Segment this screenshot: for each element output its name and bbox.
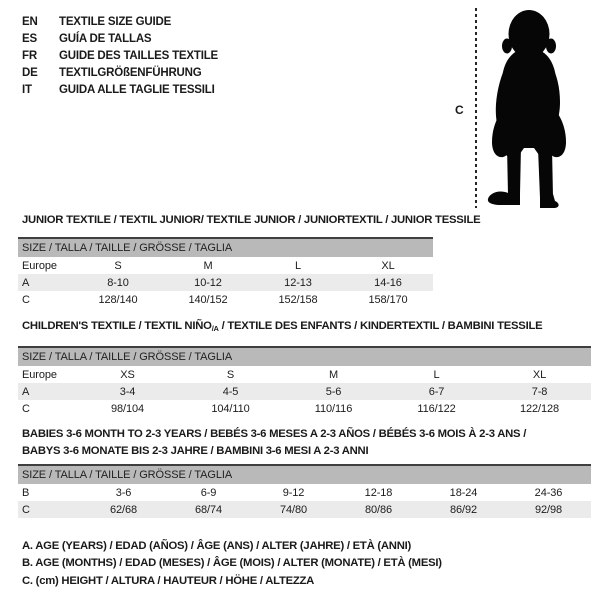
table-row: Europe S M L XL — [18, 257, 433, 274]
table-row: A 8-10 10-12 12-13 14-16 — [18, 274, 433, 291]
cell: 8-10 — [73, 274, 163, 291]
language-row-fr: FR GUIDE DES TAILLES TEXTILE — [22, 48, 218, 65]
cell: 116/122 — [417, 402, 456, 415]
cell: XS — [120, 368, 135, 381]
cell: 122/128 — [519, 402, 560, 415]
cell: 80/86 — [336, 501, 421, 518]
row-label: A — [18, 274, 73, 291]
language-code: ES — [22, 33, 37, 45]
language-code: IT — [22, 84, 32, 96]
cell: S — [114, 259, 122, 272]
row-label: C — [22, 402, 30, 415]
table-header-row: SIZE / TALLA / TAILLE / GRÖSSE / TAGLIA — [18, 346, 591, 366]
cell: 98/104 — [110, 402, 145, 415]
cell: 62/68 — [81, 501, 166, 518]
table-row: Europe XS S M L XL — [18, 366, 591, 383]
table-header-row: SIZE / TALLA / TAILLE / GRÖSSE / TAGLIA — [18, 237, 433, 257]
baby-silhouette-icon — [487, 10, 566, 208]
cell: 18-24 — [449, 486, 478, 499]
cell: 86/92 — [421, 501, 506, 518]
cell: 6-9 — [200, 486, 217, 499]
language-row-it: IT GUIDA ALLE TAGLIE TESSILI — [22, 82, 218, 99]
cell: 24-36 — [534, 486, 563, 499]
junior-size-table: SIZE / TALLA / TAILLE / GRÖSSE / TAGLIA … — [18, 237, 433, 308]
size-header-cell: SIZE / TALLA / TAILLE / GRÖSSE / TAGLIA — [18, 464, 591, 484]
language-list: EN TEXTILE SIZE GUIDE ES GUÍA DE TALLAS … — [22, 14, 218, 99]
cell: 140/152 — [188, 293, 228, 306]
cell: 3-6 — [115, 486, 132, 499]
row-label: Europe — [22, 259, 57, 272]
cell: 68/74 — [166, 501, 251, 518]
title-subscript: /A — [211, 324, 219, 333]
cell: XL — [532, 368, 547, 381]
language-row-es: ES GUÍA DE TALLAS — [22, 31, 218, 48]
table-row: C 62/68 68/74 74/80 80/86 86/92 92/98 — [18, 501, 591, 518]
junior-section-title: JUNIOR TEXTILE / TEXTIL JUNIOR/ TEXTILE … — [22, 214, 481, 226]
cell: 110/116 — [314, 402, 353, 415]
table-header-row: SIZE / TALLA / TAILLE / GRÖSSE / TAGLIA — [18, 464, 591, 484]
cell: 10-12 — [163, 274, 253, 291]
cell: 14-16 — [343, 274, 433, 291]
cell: 12-13 — [253, 274, 343, 291]
cell: 158/170 — [368, 293, 408, 306]
babies-title-line2: BABYS 3-6 MONATE BIS 2-3 JAHRE / BAMBINI… — [22, 445, 369, 457]
table-row: A 3-4 4-5 5-6 6-7 7-8 — [18, 383, 591, 400]
cell: L — [433, 368, 440, 381]
language-label: GUIDE DES TAILLES TEXTILE — [59, 50, 218, 62]
cell: 74/80 — [251, 501, 336, 518]
row-label: A — [18, 383, 76, 400]
language-code: DE — [22, 67, 38, 79]
cell: XL — [381, 259, 395, 272]
size-header-cell: SIZE / TALLA / TAILLE / GRÖSSE / TAGLIA — [18, 346, 591, 366]
babies-section-title: BABIES 3-6 MONTH TO 2-3 YEARS / BEBÉS 3-… — [22, 426, 526, 460]
cell: S — [226, 368, 235, 381]
childrens-size-table: SIZE / TALLA / TAILLE / GRÖSSE / TAGLIA … — [18, 346, 591, 417]
language-code: FR — [22, 50, 37, 62]
row-label: C — [22, 293, 30, 306]
language-label: TEXTILGRÖßENFÜHRUNG — [59, 67, 202, 79]
cell: M — [328, 368, 339, 381]
table-row: B 3-6 6-9 9-12 12-18 18-24 24-36 — [18, 484, 591, 501]
legend: A. AGE (YEARS) / EDAD (AÑOS) / ÂGE (ANS)… — [22, 538, 442, 590]
height-measure-label: C — [455, 103, 464, 117]
legend-line-c: C. (cm) HEIGHT / ALTURA / HAUTEUR / HÖHE… — [22, 574, 315, 587]
cell: 12-18 — [364, 486, 393, 499]
language-label: TEXTILE SIZE GUIDE — [59, 16, 172, 28]
language-label: GUIDA ALLE TAGLIE TESSILI — [59, 84, 215, 96]
babies-size-table: SIZE / TALLA / TAILLE / GRÖSSE / TAGLIA … — [18, 464, 591, 518]
language-row-de: DE TEXTILGRÖßENFÜHRUNG — [22, 65, 218, 82]
table-row: C 128/140 140/152 152/158 158/170 — [18, 291, 433, 308]
cell: 152/158 — [278, 293, 318, 306]
cell: 5-6 — [282, 383, 385, 400]
cell: 4-5 — [179, 383, 282, 400]
legend-line-a: A. AGE (YEARS) / EDAD (AÑOS) / ÂGE (ANS)… — [22, 540, 412, 552]
cell: 6-7 — [385, 383, 488, 400]
height-measure-dotted-line — [475, 8, 477, 208]
language-row-en: EN TEXTILE SIZE GUIDE — [22, 14, 218, 31]
babies-title-line1: BABIES 3-6 MONTH TO 2-3 YEARS / BEBÉS 3-… — [22, 428, 527, 440]
legend-line-b: B. AGE (MONTHS) / EDAD (MESES) / ÂGE (MO… — [22, 557, 442, 570]
size-header-cell: SIZE / TALLA / TAILLE / GRÖSSE / TAGLIA — [18, 237, 433, 257]
cell: 128/140 — [98, 293, 138, 306]
language-code: EN — [22, 16, 38, 28]
row-label: B — [22, 486, 30, 499]
cell: M — [203, 259, 213, 272]
cell: L — [294, 259, 302, 272]
row-label: C — [18, 501, 81, 518]
cell: 9-12 — [282, 486, 305, 499]
cell: 104/110 — [211, 402, 250, 415]
childrens-section-title: CHILDREN'S TEXTILE / TEXTIL NIÑO/A / TEX… — [22, 320, 543, 333]
cell: 7-8 — [488, 383, 591, 400]
cell: 92/98 — [506, 501, 591, 518]
table-row: C 98/104 104/110 110/116 116/122 122/128 — [18, 400, 591, 417]
language-label: GUÍA DE TALLAS — [59, 33, 152, 45]
cell: 3-4 — [76, 383, 179, 400]
row-label: Europe — [22, 368, 57, 381]
